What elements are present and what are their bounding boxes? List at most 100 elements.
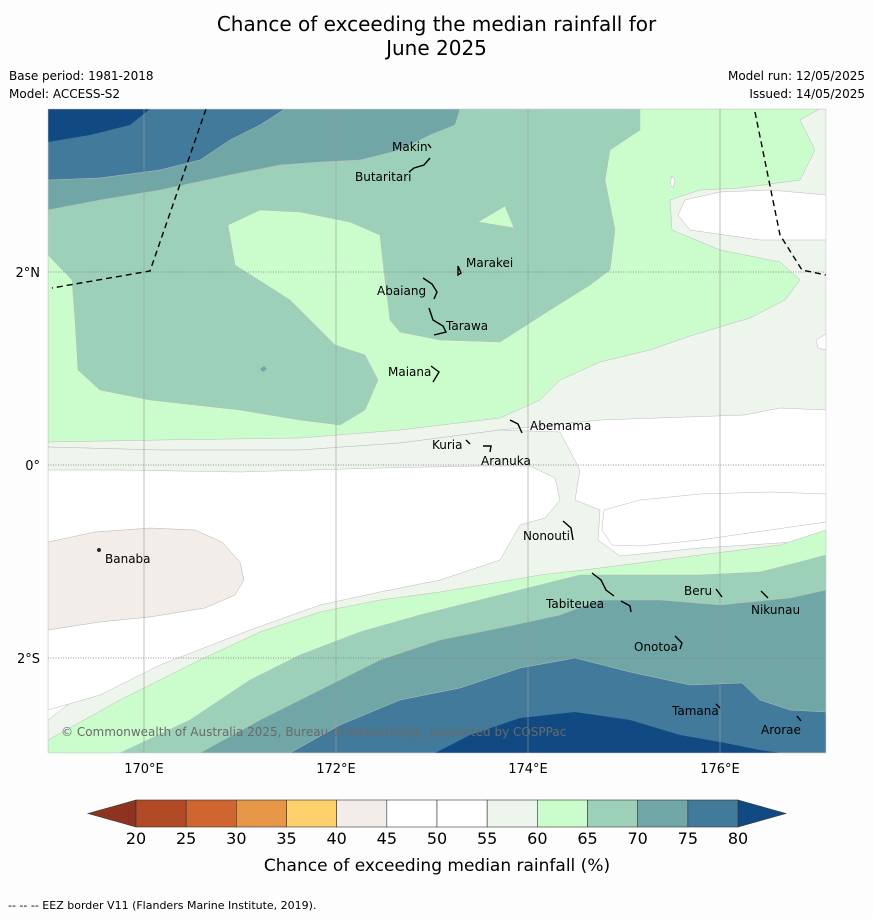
island-marakei <box>457 265 462 277</box>
label-kuria: Kuria <box>432 438 463 452</box>
issued-date: Issued: 14/05/2025 <box>749 87 865 101</box>
label-onotoa: Onotoa <box>634 640 678 654</box>
lat-label-2s: 2°S <box>17 652 40 667</box>
island-maiana <box>430 365 440 383</box>
island-onotoa <box>674 635 683 650</box>
label-nikunau: Nikunau <box>751 603 800 617</box>
colorbar-tick-label: 45 <box>377 829 397 848</box>
zone-45-55-hole-3 <box>677 189 826 241</box>
place-labels: Makin Butaritari Marakei Abaiang Tarawa … <box>105 140 801 737</box>
lon-label-172e: 172°E <box>316 762 356 777</box>
map-frame <box>47 108 827 754</box>
eez-border-west <box>51 109 207 289</box>
colorbar-tick-label: 80 <box>728 829 748 848</box>
colorbar-bin <box>587 799 638 828</box>
lat-label-2n: 2°N <box>16 266 41 281</box>
colorbar-bin <box>537 799 588 828</box>
colorbar-bin <box>286 799 337 828</box>
island-tabiteuea-north <box>591 572 615 597</box>
label-banaba: Banaba <box>105 552 151 566</box>
colorbar-over-arrow <box>737 799 788 828</box>
label-beru: Beru <box>684 584 712 598</box>
colorbar-tick-label: 30 <box>226 829 246 848</box>
island-banaba <box>97 548 101 552</box>
island-makin <box>427 143 432 149</box>
colorbar-bin <box>185 799 237 828</box>
colorbar-bin <box>687 799 739 828</box>
colorbar-under-arrow <box>86 799 137 828</box>
label-abaiang: Abaiang <box>377 284 426 298</box>
island-abaiang <box>422 277 438 300</box>
island-tamana <box>715 703 721 709</box>
colorbar-tick-label: 70 <box>627 829 647 848</box>
lat-label-0: 0° <box>25 459 40 474</box>
colorbar-bin <box>637 799 689 828</box>
map-panel <box>48 109 826 753</box>
colorbar: 20 25 30 35 40 45 50 55 60 65 70 75 80 <box>86 799 788 848</box>
colorbar-tick-label: 60 <box>527 829 547 848</box>
model-run: Model run: 12/05/2025 <box>727 69 865 83</box>
label-aranuka: Aranuka <box>481 454 531 468</box>
label-tabiteuea: Tabiteuea <box>545 597 604 611</box>
colorbar-tick-label: 65 <box>577 829 597 848</box>
zone-60-65-pocket <box>477 205 515 229</box>
label-arorae: Arorae <box>761 723 801 737</box>
colorbar-tick-label: 75 <box>678 829 698 848</box>
colorbar-bin <box>236 799 287 828</box>
island-butaritari <box>408 157 431 173</box>
colorbar-tick-label: 40 <box>326 829 346 848</box>
colorbar-tick-label: 50 <box>427 829 447 848</box>
patch-small <box>669 175 676 189</box>
island-kuria <box>465 439 471 445</box>
parallels <box>48 271 826 659</box>
island-nonouti <box>562 520 574 541</box>
patch-dot <box>260 366 267 372</box>
colorbar-tick-label: 35 <box>276 829 296 848</box>
meta-right: Model run: 12/05/2025 Issued: 14/05/2025 <box>728 67 865 103</box>
label-nonouti: Nonouti <box>523 529 570 543</box>
zone-over-80-south <box>435 712 780 753</box>
zone-45-55-hole-1 <box>48 465 561 711</box>
lon-label-170e: 170°E <box>124 762 164 777</box>
meta-left: Base period: 1981-2018 Model: ACCESS-S2 <box>9 67 154 103</box>
label-maiana: Maiana <box>388 365 431 379</box>
island-abemama <box>509 419 523 434</box>
axis-labels: 170°E 172°E 174°E 176°E 2°N 0° 2°S <box>16 266 740 777</box>
patch-east <box>815 333 826 351</box>
zone-75-80-south <box>289 657 826 753</box>
lon-label-174e: 174°E <box>508 762 548 777</box>
zone-45-55-hole-2 <box>601 491 826 547</box>
zone-65-70 <box>48 109 641 426</box>
colorbar-tick-label: 20 <box>126 829 146 848</box>
colorbar-label: Chance of exceeding median rainfall (%) <box>264 856 610 876</box>
colorbar-bin <box>336 799 388 828</box>
label-marakei: Marakei <box>466 256 513 270</box>
eez-borders <box>51 109 826 289</box>
label-abemama: Abemama <box>530 419 591 433</box>
islands <box>97 143 802 722</box>
eez-border-east <box>754 111 826 276</box>
island-beru <box>715 588 723 598</box>
zone-over-80 <box>48 109 150 142</box>
colorbar-bin <box>135 799 187 828</box>
island-arorae <box>796 715 802 722</box>
map-title: Chance of exceeding the median rainfall … <box>0 12 873 60</box>
title-line-2: June 2025 <box>386 36 487 60</box>
label-tamana: Tamana <box>671 704 719 718</box>
label-tarawa: Tarawa <box>445 319 488 333</box>
label-butaritari: Butaritari <box>355 170 412 184</box>
footer-note: -- -- -- EEZ border V11 (Flanders Marine… <box>8 899 317 912</box>
island-tarawa <box>428 307 448 336</box>
base-period: Base period: 1981-2018 <box>9 69 154 83</box>
island-aranuka <box>483 445 492 453</box>
copyright-note: © Commonwealth of Australia 2025, Bureau… <box>61 725 566 739</box>
lon-label-176e: 176°E <box>700 762 740 777</box>
colorbar-tick-label: 55 <box>477 829 497 848</box>
island-nikunau <box>760 590 769 599</box>
model-name: Model: ACCESS-S2 <box>9 87 121 101</box>
title-line-1: Chance of exceeding the median rainfall … <box>216 12 657 36</box>
label-makin: Makin <box>392 140 428 154</box>
colorbar-bin <box>386 799 438 828</box>
graticule <box>143 109 721 753</box>
